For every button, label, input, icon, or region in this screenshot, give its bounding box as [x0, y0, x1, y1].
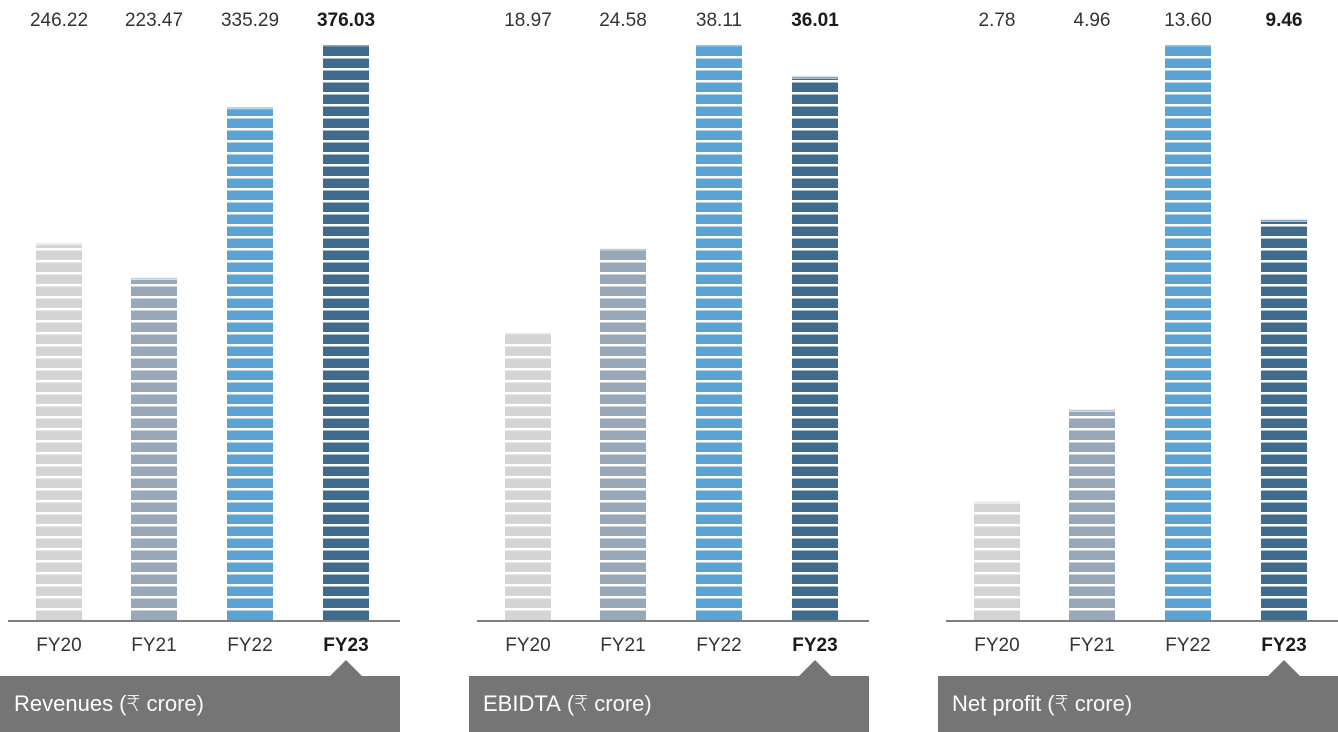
category-label: FY21: [1069, 635, 1114, 656]
bar-fy23: [792, 76, 838, 620]
highlight-pointer: [330, 660, 362, 676]
category-label: FY21: [131, 635, 176, 656]
value-label: 376.03: [317, 10, 375, 31]
chart-title: EBIDTA: [483, 691, 561, 716]
category-label: FY22: [1165, 635, 1210, 656]
chart-title: Net profit: [952, 691, 1042, 716]
value-label: 13.60: [1164, 10, 1212, 31]
highlight-pointer: [1268, 660, 1300, 676]
revenues-plot: 246.22 FY20 223.47 FY21 335.29 FY22 376.03 FY23: [8, 10, 400, 676]
category-label: FY23: [792, 635, 837, 656]
ebidta-plot: 18.97 FY20 24.58 FY21 38.11 FY22 36.01 FY23: [477, 10, 869, 676]
value-label: 223.47: [125, 10, 183, 31]
value-label: 246.22: [30, 10, 88, 31]
chart-unit: (₹ crore): [119, 691, 204, 716]
highlight-pointer: [799, 660, 831, 676]
chart-unit: (₹ crore): [566, 691, 652, 716]
bar-fy23: [1261, 219, 1307, 620]
category-label: FY20: [974, 635, 1019, 656]
value-label: 24.58: [599, 10, 647, 31]
revenues-caption: Revenues (₹ crore): [0, 676, 400, 732]
net-profit-caption: Net profit (₹ crore): [938, 676, 1338, 732]
ebidta-chart: 18.97 FY20 24.58 FY21 38.11 FY22 36.01 FY23 EBI…: [469, 0, 869, 732]
revenues-chart: 246.22 FY20 223.47 FY21 335.29 FY22 376.03 FY23…: [0, 0, 400, 732]
chart-unit: (₹ crore): [1047, 691, 1133, 716]
bar-fy21: [1069, 409, 1115, 620]
category-label: FY20: [505, 635, 550, 656]
value-label: 38.11: [696, 10, 742, 31]
bar-fy21: [131, 277, 177, 620]
bar-fy21: [600, 248, 646, 620]
value-label: 36.01: [791, 10, 839, 31]
value-label: 9.46: [1266, 10, 1303, 31]
category-label: FY21: [600, 635, 645, 656]
chart-title: Revenues: [14, 691, 114, 716]
category-label: FY20: [36, 635, 81, 656]
ebidta-caption: EBIDTA (₹ crore): [469, 676, 869, 732]
bar-fy22: [1165, 45, 1211, 620]
category-label: FY23: [1261, 635, 1306, 656]
net-profit-plot: 2.78 FY20 4.96 FY21 13.60 FY22 9.46 FY23: [946, 10, 1338, 676]
value-label: 335.29: [221, 10, 279, 31]
bar-fy20: [974, 501, 1020, 620]
bar-fy20: [505, 333, 551, 620]
bar-fy22: [227, 107, 273, 620]
bar-fy23: [323, 45, 369, 620]
category-label: FY23: [323, 635, 368, 656]
bar-fy20: [36, 243, 82, 620]
value-label: 2.78: [979, 10, 1016, 31]
category-label: FY22: [227, 635, 272, 656]
value-label: 18.97: [504, 10, 552, 31]
category-label: FY22: [696, 635, 741, 656]
value-label: 4.96: [1074, 10, 1111, 31]
net-profit-chart: 2.78 FY20 4.96 FY21 13.60 FY22 9.46 FY23 Net pr…: [938, 0, 1338, 732]
bar-fy22: [696, 45, 742, 620]
